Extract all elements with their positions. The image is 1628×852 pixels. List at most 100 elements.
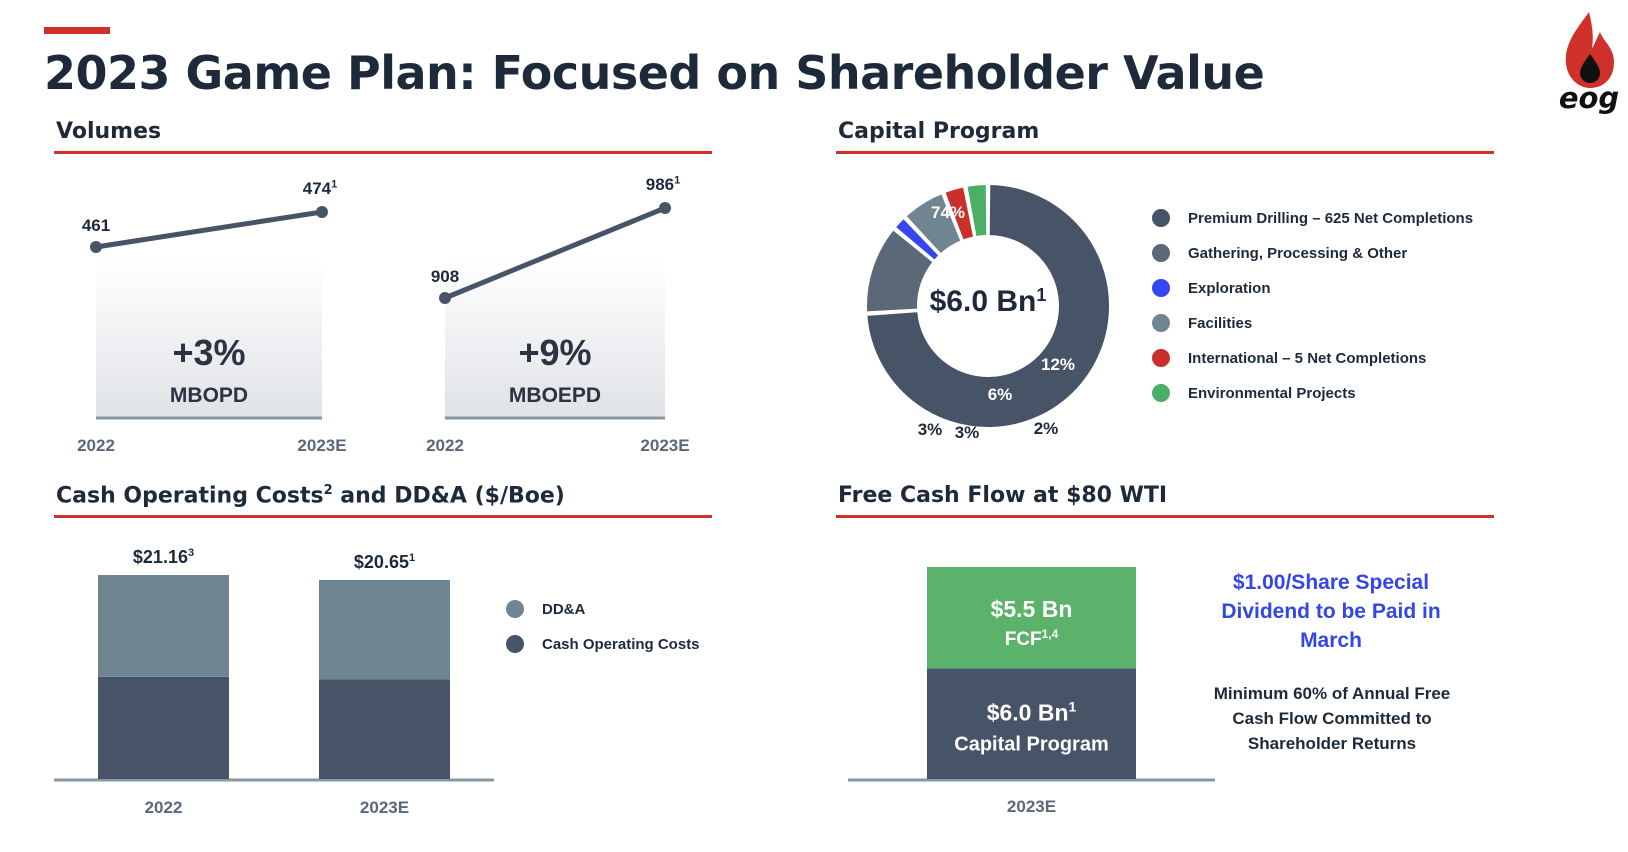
legend-item-exploration: Exploration: [1152, 279, 1271, 297]
shareholder-returns-callout: Minimum 60% of Annual Free Cash Flow Com…: [1213, 684, 1451, 753]
donut-slice-2: [893, 216, 941, 263]
volume-change-label: +3%: [172, 332, 245, 373]
legend-swatch: [1152, 244, 1170, 262]
capital-name-label: Capital Program: [954, 733, 1108, 755]
mboepd-panel: 908 9861 +9% MBOEPD 2022 2023E: [426, 175, 690, 455]
legend-label: Cash Operating Costs: [542, 635, 700, 653]
bar-cash-operating-costs-2023E: [319, 679, 450, 779]
volume-start-label: 461: [82, 216, 110, 235]
capital-value-label-sup: 1: [1069, 699, 1077, 715]
donut-slice-label: 3%: [955, 423, 980, 442]
donut-slice-label: 12%: [1041, 355, 1075, 374]
volume-start-label: 908: [431, 267, 459, 286]
donut-slice-1: [865, 227, 936, 314]
legend-swatch: [506, 600, 524, 618]
legend-label: Environmental Projects: [1188, 384, 1356, 402]
bar-total-label-sup: 1: [409, 552, 415, 564]
volume-end-label-sup: 1: [331, 179, 337, 191]
legend-swatch: [1152, 279, 1170, 297]
bar-total-label: $20.651: [354, 552, 415, 572]
legend-label: DD&A: [542, 600, 586, 618]
donut-slice-3: [904, 191, 963, 256]
bar-total-label: $21.163: [133, 547, 194, 567]
volume-end-label: 4741: [303, 179, 338, 198]
volume-x-label-2022: 2022: [426, 436, 464, 455]
legend-item-international: International – 5 Net Completions: [1152, 349, 1426, 367]
volume-unit-label: MBOPD: [170, 384, 248, 407]
donut-center-sup: 1: [1036, 285, 1046, 305]
donut-slice-0: [865, 182, 1111, 429]
flame-drop-icon: eog: [1559, 12, 1619, 115]
legend-label: Premium Drilling – 625 Net Completions: [1188, 209, 1474, 227]
costs-x-label: 2023E: [360, 798, 409, 817]
costs-header-rest: and DD&A ($/Boe): [332, 483, 565, 509]
fcf-name-label: FCF1,4: [1005, 627, 1059, 650]
volume-x-label-2022: 2022: [77, 436, 115, 455]
volume-end-label-value: 474: [303, 179, 332, 198]
fcf-name-sup: 1,4: [1042, 627, 1059, 641]
legend-swatch: [1152, 209, 1170, 227]
volume-x-label-2023e: 2023E: [640, 436, 689, 455]
bar-capital-program: [927, 668, 1136, 779]
volume-point-2023e: [659, 202, 671, 214]
bar-cash-operating-costs-2022: [98, 676, 229, 779]
capital-donut-chart: 74% 12% 2% 6% 3% 3% $6.0 Bn1: [865, 182, 1111, 442]
donut-slice-label: 6%: [988, 385, 1013, 404]
legend-item-dda: DD&A: [506, 600, 585, 618]
volume-series-line: [93, 209, 325, 250]
costs-bar-chart: $21.163 2022 $20.651 2023E: [54, 547, 494, 817]
bar-total-label-value: $20.65: [354, 552, 409, 572]
legend-swatch: [1152, 349, 1170, 367]
legend-label: International – 5 Net Completions: [1188, 349, 1427, 367]
capital-legend: Premium Drilling – 625 Net Completions G…: [1152, 200, 1552, 420]
legend-swatch: [506, 635, 524, 653]
bar-dda-2023E: [319, 579, 450, 680]
capital-value-label: $6.0 Bn1: [987, 699, 1077, 726]
fcf-value-label: $5.5 Bn: [991, 596, 1073, 622]
legend-label: Gathering, Processing & Other: [1188, 244, 1408, 262]
volumes-header-rule: [54, 151, 712, 154]
legend-item-gathering: Gathering, Processing & Other: [1152, 244, 1407, 262]
capital-program-header-rule: [836, 151, 1494, 154]
volume-area-shade: [96, 260, 322, 418]
bar-fcf: [927, 567, 1136, 669]
costs-x-label: 2022: [145, 798, 183, 817]
volume-change-label: +9%: [518, 332, 591, 373]
donut-slice-4: [942, 185, 976, 242]
fcf-name-text: FCF: [1005, 629, 1042, 650]
legend-label: Facilities: [1188, 314, 1253, 332]
legend-swatch: [1152, 384, 1170, 402]
volume-area-shade: [445, 260, 665, 418]
legend-label: Exploration: [1188, 279, 1271, 297]
legend-swatch: [1152, 314, 1170, 332]
donut-slice-5: [965, 182, 989, 239]
legend-item-environmental: Environmental Projects: [1152, 384, 1356, 402]
donut-center-label: $6.0 Bn1: [930, 285, 1047, 318]
volume-end-label: 9861: [646, 175, 681, 194]
mbopd-panel: 461 4741 +3% MBOPD 2022 2023E: [77, 179, 347, 455]
title-accent-bar: [44, 27, 110, 34]
bar-dda-2022: [98, 575, 229, 677]
eog-logo: eog: [1556, 8, 1622, 115]
volume-series-line: [442, 205, 668, 301]
volume-point-2022: [439, 292, 451, 304]
volume-unit-label: MBOEPD: [509, 384, 601, 407]
donut-slice-label: 74%: [931, 203, 965, 222]
fcf-header-rule: [836, 515, 1494, 518]
volume-point-2022: [90, 241, 102, 253]
volume-point-2023e: [316, 206, 328, 218]
donut-center-value: $6.0 Bn: [930, 285, 1037, 318]
bar-total-label-sup: 3: [188, 547, 194, 559]
volume-end-label-sup: 1: [674, 175, 680, 187]
donut-slice-label: 3%: [918, 420, 943, 439]
bar-total-label-value: $21.16: [133, 547, 188, 567]
costs-header-text: Cash Operating Costs: [56, 483, 324, 509]
legend-item-cash-operating-costs: Cash Operating Costs: [506, 635, 700, 653]
legend-item-facilities: Facilities: [1152, 314, 1252, 332]
special-dividend-callout: $1.00/Share Special Dividend to be Paid …: [1221, 571, 1441, 652]
volume-x-label-2023e: 2023E: [297, 436, 346, 455]
legend-item-premium-drilling: Premium Drilling – 625 Net Completions: [1152, 209, 1473, 227]
fcf-x-label: 2023E: [1007, 797, 1056, 816]
fcf-header: Free Cash Flow at $80 WTI: [838, 483, 1168, 508]
